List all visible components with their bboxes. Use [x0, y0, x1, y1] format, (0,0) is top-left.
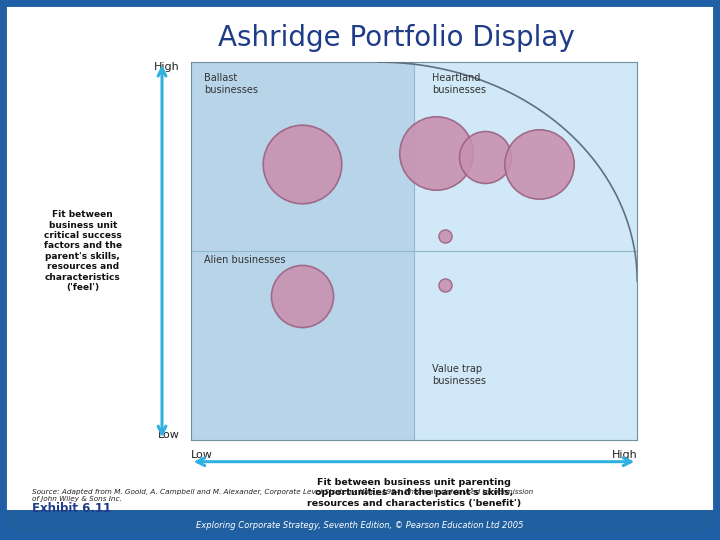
Text: Ashridge Portfolio Display: Ashridge Portfolio Display — [217, 24, 575, 52]
Text: Exploring Corporate Strategy, Seventh Edition, © Pearson Education Ltd 2005: Exploring Corporate Strategy, Seventh Ed… — [197, 521, 523, 530]
Point — [480, 152, 491, 161]
Point — [439, 232, 451, 240]
Text: High: High — [154, 62, 180, 72]
Text: Exhibit 6.11: Exhibit 6.11 — [32, 502, 112, 515]
Text: Alien businesses: Alien businesses — [204, 255, 286, 265]
Point — [439, 281, 451, 289]
Bar — [191, 62, 414, 440]
Point — [431, 148, 442, 157]
Point — [297, 160, 308, 168]
Text: Fit between business unit parenting
opportunities and the parent's skills,
resou: Fit between business unit parenting oppo… — [307, 478, 521, 508]
Text: Low: Low — [158, 430, 180, 440]
Text: Fit between
business unit
critical success
factors and the
parent's skills,
reso: Fit between business unit critical succe… — [44, 210, 122, 292]
Text: Source: Adapted from M. Goold, A. Campbell and M. Alexander, Corporate Level Str: Source: Adapted from M. Goold, A. Campbe… — [32, 489, 534, 502]
Text: Low: Low — [191, 449, 212, 460]
Text: Value trap
businesses: Value trap businesses — [432, 364, 486, 386]
Point — [534, 160, 545, 168]
Bar — [414, 62, 637, 440]
Point — [297, 292, 308, 301]
Text: Ballast
businesses: Ballast businesses — [204, 73, 258, 95]
Text: Heartland
businesses: Heartland businesses — [432, 73, 486, 95]
Text: High: High — [611, 449, 637, 460]
